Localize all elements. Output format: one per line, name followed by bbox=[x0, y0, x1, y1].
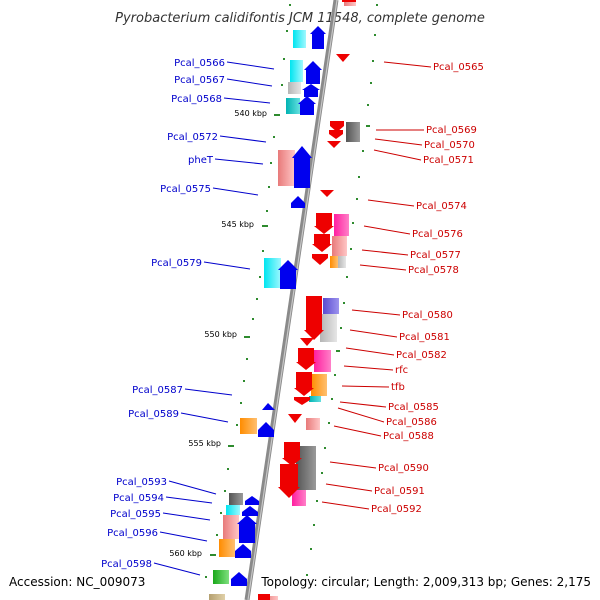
gene-label-reverse[interactable]: Pcal_0581 bbox=[399, 332, 450, 343]
accession-text: Accession: NC_009073 bbox=[9, 575, 145, 589]
forward-leader-lines bbox=[153, 61, 275, 576]
gene-label-forward[interactable]: Pcal_0575 bbox=[160, 184, 211, 195]
gene-label-forward[interactable]: Pcal_0593 bbox=[116, 477, 167, 488]
tick-marks-left bbox=[205, 4, 291, 578]
reverse-cog-bars bbox=[264, 0, 360, 600]
gene-label-forward[interactable]: Pcal_0594 bbox=[113, 493, 164, 504]
gene-label-reverse[interactable]: Pcal_0582 bbox=[396, 350, 447, 361]
gene-label-reverse[interactable]: Pcal_0580 bbox=[402, 310, 453, 321]
gene-label-forward[interactable]: Pcal_0596 bbox=[107, 528, 158, 539]
reverse-gene-arrows bbox=[258, 0, 356, 600]
gene-label-reverse[interactable]: Pcal_0585 bbox=[388, 402, 439, 413]
gene-label-reverse[interactable]: Pcal_0578 bbox=[408, 265, 459, 276]
gene-label-reverse[interactable]: Pcal_0574 bbox=[416, 201, 467, 212]
genome-backbone bbox=[244, 0, 339, 600]
gene-label-reverse[interactable]: Pcal_0577 bbox=[410, 250, 461, 261]
gene-label-reverse[interactable]: Pcal_0592 bbox=[371, 504, 422, 515]
gene-label-reverse[interactable]: Pcal_0576 bbox=[412, 229, 463, 240]
gene-label-reverse[interactable]: Pcal_0571 bbox=[423, 155, 474, 166]
forward-cog-bars bbox=[209, 30, 306, 600]
gene-label-forward[interactable]: Pcal_0587 bbox=[132, 385, 183, 396]
map-title: Pyrobacterium calidifontis JCM 11548, co… bbox=[115, 11, 485, 26]
gene-label-reverse[interactable]: Pcal_0570 bbox=[424, 140, 475, 151]
gene-label-forward[interactable]: Pcal_0595 bbox=[110, 509, 161, 520]
kbp-label: 545 kbp bbox=[221, 220, 254, 229]
gene-label-reverse[interactable]: rfc bbox=[395, 365, 408, 376]
gene-label-forward[interactable]: Pcal_0579 bbox=[151, 258, 202, 269]
gene-label-reverse[interactable]: Pcal_0588 bbox=[383, 431, 434, 442]
gene-label-forward[interactable]: Pcal_0568 bbox=[171, 94, 222, 105]
kbp-label: 550 kbp bbox=[204, 330, 237, 339]
gene-label-reverse[interactable]: Pcal_0565 bbox=[433, 62, 484, 73]
reverse-leader-lines bbox=[321, 61, 432, 510]
gene-label-reverse[interactable]: Pcal_0591 bbox=[374, 486, 425, 497]
genome-summary-text: Topology: circular; Length: 2,009,313 bp… bbox=[260, 575, 591, 589]
gene-label-reverse[interactable]: Pcal_0586 bbox=[386, 417, 437, 428]
tick-marks-right bbox=[306, 4, 378, 576]
gene-label-forward[interactable]: pheT bbox=[188, 155, 214, 166]
kbp-label: 540 kbp bbox=[234, 109, 267, 118]
gene-label-forward[interactable]: Pcal_0566 bbox=[174, 58, 225, 69]
kbp-label: 555 kbp bbox=[188, 439, 221, 448]
kbp-label: 560 kbp bbox=[169, 549, 202, 558]
gene-label-forward[interactable]: Pcal_0598 bbox=[101, 559, 152, 570]
forward-gene-arrows bbox=[231, 26, 326, 586]
gene-label-reverse[interactable]: Pcal_0569 bbox=[426, 125, 477, 136]
gene-label-forward[interactable]: Pcal_0572 bbox=[167, 132, 218, 143]
gene-label-forward[interactable]: Pcal_0589 bbox=[128, 409, 179, 420]
gene-label-forward[interactable]: Pcal_0567 bbox=[174, 75, 225, 86]
gene-label-reverse[interactable]: tfb bbox=[391, 382, 405, 393]
gene-label-reverse[interactable]: Pcal_0590 bbox=[378, 463, 429, 474]
